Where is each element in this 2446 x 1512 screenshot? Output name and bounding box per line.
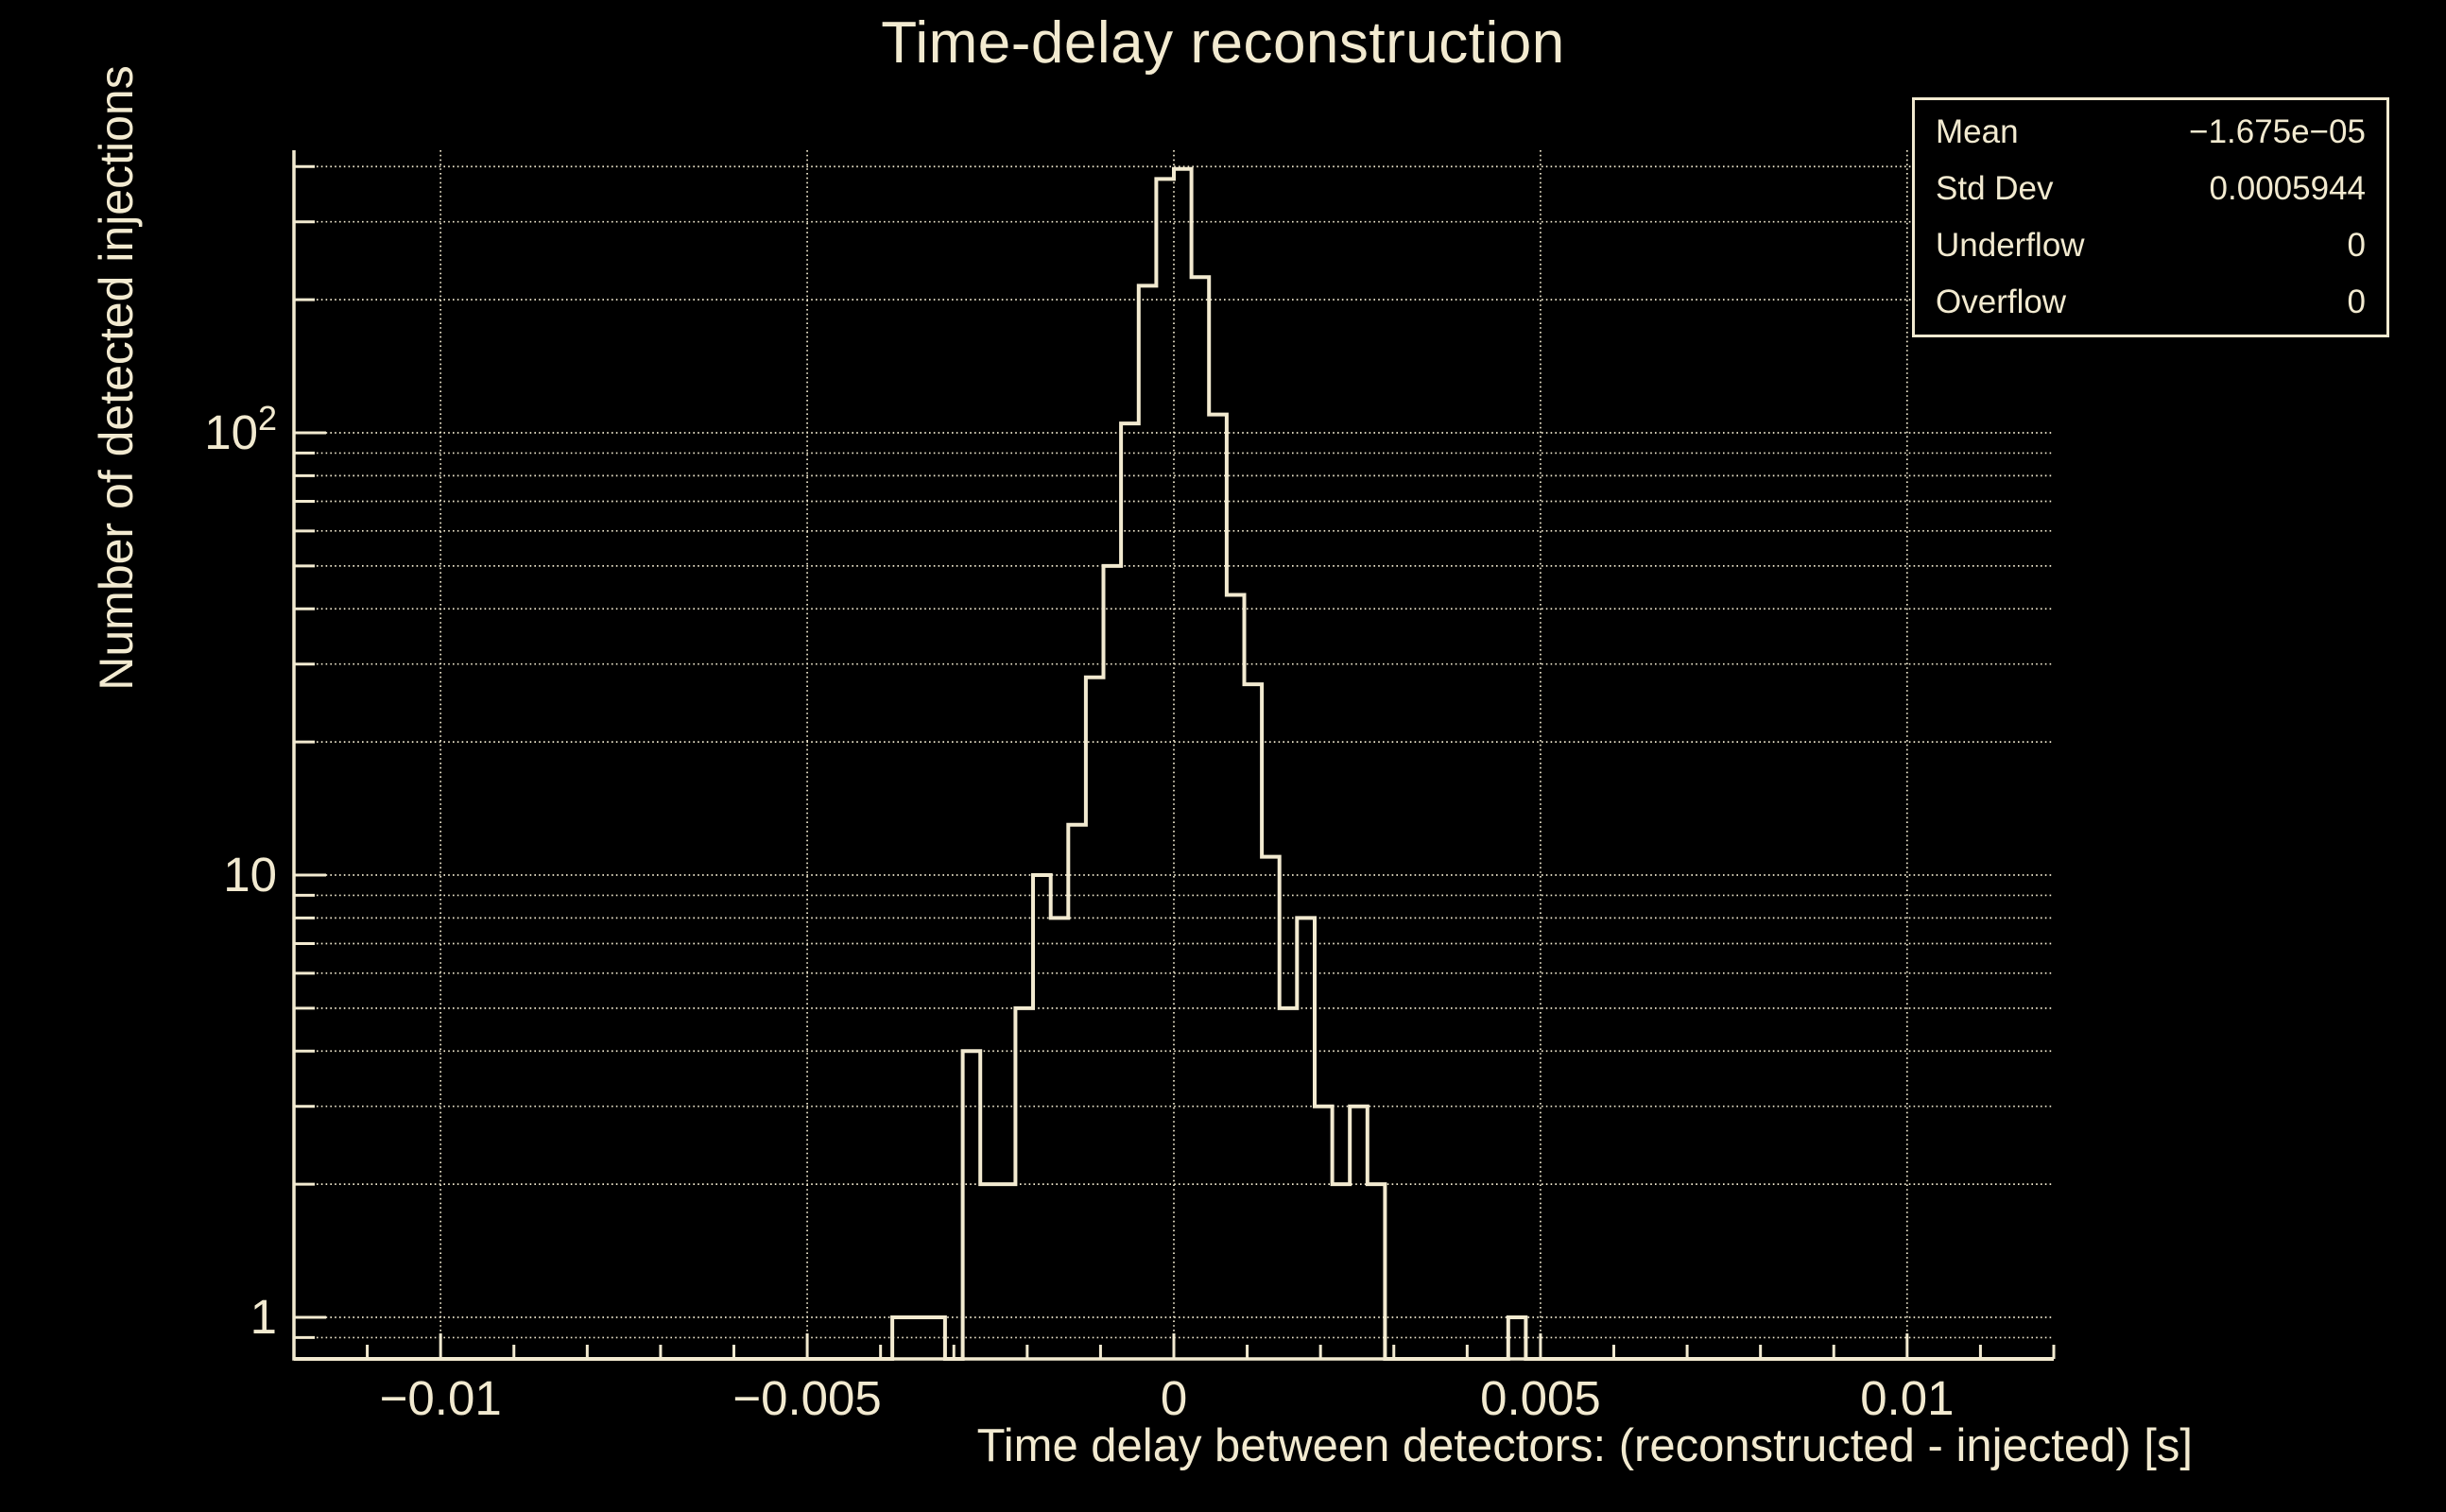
x-tick-label: 0 xyxy=(1161,1371,1187,1425)
stat-value: 0 xyxy=(2347,284,2366,320)
stat-value: 0.0005944 xyxy=(2209,170,2366,207)
x-tick-label: −0.005 xyxy=(732,1371,881,1425)
stat-value: 0 xyxy=(2347,227,2366,264)
stats-row-stddev: Std Dev 0.0005944 xyxy=(1936,170,2366,208)
stats-row-mean: Mean −1.675e−05 xyxy=(1936,113,2366,151)
stat-label: Std Dev xyxy=(1936,170,2054,207)
stats-box: Mean −1.675e−05 Std Dev 0.0005944 Underf… xyxy=(1912,97,2389,337)
x-tick-label: −0.01 xyxy=(380,1371,502,1425)
x-tick-label: 0.01 xyxy=(1860,1371,1954,1425)
stat-label: Mean xyxy=(1936,113,2019,150)
y-tick-label: 1 xyxy=(250,1290,277,1344)
stat-label: Overflow xyxy=(1936,284,2067,320)
y-axis-title: Number of detected injections xyxy=(90,65,143,691)
stat-label: Underflow xyxy=(1936,227,2085,264)
x-tick-label: 0.005 xyxy=(1480,1371,1601,1425)
y-tick-label: 10 xyxy=(223,848,277,902)
chart-title: Time-delay reconstruction xyxy=(881,10,1565,76)
histogram-line xyxy=(294,166,2054,1361)
stats-row-overflow: Overflow 0 xyxy=(1936,284,2366,321)
stats-row-underflow: Underflow 0 xyxy=(1936,227,2366,265)
y-tick-label: 102 xyxy=(204,399,277,459)
stat-value: −1.675e−05 xyxy=(2189,113,2366,150)
x-axis-title: Time delay between detectors: (reconstru… xyxy=(976,1420,2193,1471)
